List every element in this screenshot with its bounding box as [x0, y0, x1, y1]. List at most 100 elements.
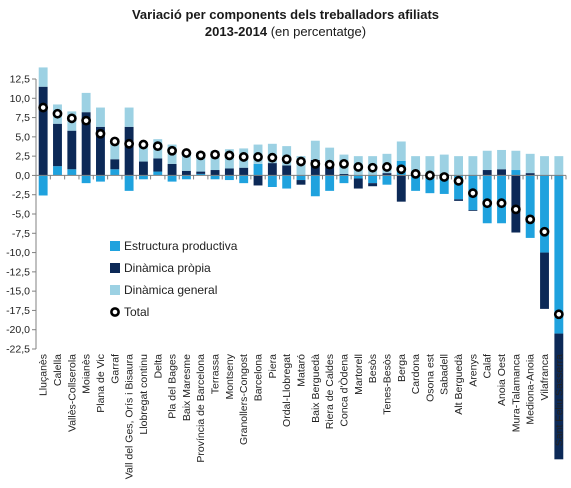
x-category-label: Calella	[52, 354, 64, 386]
bar-dinamica-propia	[67, 130, 77, 170]
bar-estructura-productiva	[325, 175, 335, 191]
bar-dinamica-propia	[382, 173, 392, 176]
total-marker	[109, 136, 120, 147]
bar-dinamica-propia	[482, 170, 492, 176]
bar-dinamica-propia	[96, 126, 105, 176]
bar-dinamica-general	[310, 140, 320, 160]
bar-dinamica-propia	[196, 171, 206, 174]
x-category-label: Alt Berguedà	[453, 354, 465, 415]
total-marker	[439, 172, 450, 182]
y-tick-label: -15,0	[6, 286, 30, 298]
total-marker	[482, 198, 493, 209]
bar-dinamica-general	[181, 151, 191, 171]
total-marker	[195, 150, 206, 161]
total-marker	[267, 152, 278, 163]
total-marker	[425, 170, 435, 181]
bar-estructura-productiva	[310, 175, 320, 197]
legend-label: Dinàmica pròpia	[124, 261, 211, 275]
total-marker	[496, 198, 507, 209]
bar-estructura-productiva	[181, 175, 191, 180]
x-category-label: Besòs	[367, 354, 379, 383]
total-marker	[66, 113, 77, 124]
bar-dinamica-propia	[296, 180, 306, 185]
bar-dinamica-propia	[81, 112, 91, 176]
total-marker	[181, 148, 192, 158]
y-tick-label: 10,0	[10, 93, 31, 105]
bar-estructura-productiva	[339, 175, 349, 184]
bar-estructura-productiva	[124, 175, 134, 191]
x-category-label: Tenes-Besòs	[381, 354, 393, 415]
y-tick-label: -2,5	[12, 189, 30, 201]
bar-estructura-productiva	[253, 163, 263, 176]
x-category-label: Garraf	[109, 354, 121, 384]
total-marker	[210, 149, 220, 160]
x-category-label: Plana de Vic	[95, 354, 107, 413]
x-category-label: Lluçanès	[38, 354, 50, 396]
bar-dinamica-general	[38, 67, 48, 87]
legend-swatch-total	[110, 307, 120, 317]
y-tick-label: -7,5	[12, 228, 30, 240]
bar-estructura-productiva	[540, 175, 549, 253]
total-marker	[410, 168, 421, 179]
total-marker	[525, 214, 536, 225]
chart-title-block: Variació per components dels treballador…	[0, 6, 571, 40]
bar-dinamica-propia	[396, 175, 406, 202]
total-marker	[353, 162, 364, 172]
bar-dinamica-general	[454, 156, 464, 176]
bar-dinamica-propia	[138, 161, 148, 176]
bar-dinamica-general	[497, 149, 506, 170]
chart-subtitle: 2013-2014 (en percentatge)	[0, 23, 571, 40]
bar-dinamica-general	[511, 150, 521, 171]
bar-dinamica-general	[554, 156, 564, 176]
bar-dinamica-propia	[124, 126, 134, 176]
x-category-label: Arenys	[467, 354, 479, 387]
bar-dinamica-propia	[554, 333, 564, 460]
total-marker	[396, 164, 407, 175]
legend-swatch	[110, 241, 120, 251]
x-category-label: Granollers-Congost	[238, 354, 250, 445]
legend-swatch	[110, 285, 120, 295]
bar-estructura-productiva	[525, 175, 535, 238]
bar-dinamica-propia	[339, 173, 349, 176]
bar-estructura-productiva	[425, 175, 435, 194]
x-category-label: Delta	[152, 354, 164, 379]
y-tick-label: 7,5	[15, 112, 30, 124]
bar-dinamica-propia	[110, 159, 120, 170]
total-marker	[281, 154, 292, 165]
total-marker	[339, 158, 349, 169]
bar-dinamica-general	[396, 141, 406, 161]
x-category-label: Mediona-Anoia	[525, 354, 537, 425]
x-category-label: Anoia Oest	[496, 354, 508, 406]
bar-dinamica-general	[196, 152, 206, 172]
bar-dinamica-propia	[368, 183, 378, 187]
legend-label: Dinàmica general	[124, 283, 217, 297]
y-tick-label: -20,0	[6, 324, 30, 336]
bar-dinamica-propia	[497, 169, 506, 176]
bar-estructura-productiva	[210, 175, 220, 180]
bar-estructura-productiva	[110, 169, 120, 176]
bar-estructura-productiva	[554, 175, 564, 334]
total-marker	[138, 139, 149, 150]
bar-dinamica-general	[468, 156, 478, 176]
x-category-label: Piera	[267, 354, 279, 379]
y-tick-label: -5,0	[12, 209, 30, 221]
total-marker	[382, 162, 392, 172]
x-category-label: Ordal-Llobregat	[281, 354, 293, 427]
total-marker	[224, 150, 235, 161]
y-tick-label: -12,5	[6, 266, 30, 278]
bar-dinamica-propia	[282, 165, 292, 176]
bar-dinamica-propia	[167, 163, 177, 176]
legend-label: Total	[124, 305, 149, 319]
bar-estructura-productiva	[353, 175, 363, 179]
total-marker	[467, 188, 478, 199]
total-marker	[167, 145, 177, 156]
total-marker	[253, 152, 263, 162]
bar-dinamica-general	[540, 156, 549, 176]
bar-estructura-productiva	[296, 175, 306, 181]
total-marker	[553, 309, 564, 320]
x-category-label: Sabadell	[439, 354, 451, 395]
bar-dinamica-propia	[239, 167, 249, 176]
bar-dinamica-general	[81, 92, 91, 113]
bar-estructura-productiva	[224, 175, 234, 181]
bar-dinamica-propia	[267, 163, 277, 176]
